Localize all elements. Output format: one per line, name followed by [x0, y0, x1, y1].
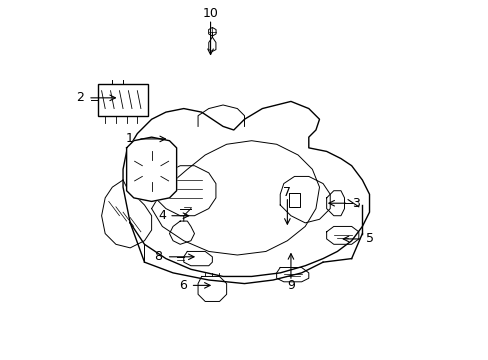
- Text: 2: 2: [76, 91, 83, 104]
- Text: 5: 5: [365, 233, 373, 246]
- Polygon shape: [126, 137, 176, 202]
- Polygon shape: [183, 251, 212, 266]
- Polygon shape: [326, 191, 344, 216]
- Polygon shape: [208, 27, 216, 36]
- Polygon shape: [276, 267, 308, 282]
- FancyBboxPatch shape: [98, 84, 148, 116]
- Polygon shape: [326, 226, 358, 244]
- Text: 6: 6: [179, 279, 187, 292]
- Text: 3: 3: [351, 197, 359, 210]
- Polygon shape: [208, 37, 216, 51]
- Text: 9: 9: [286, 279, 294, 292]
- Text: 10: 10: [202, 8, 218, 21]
- Polygon shape: [198, 276, 226, 301]
- Text: 1: 1: [125, 132, 134, 145]
- Polygon shape: [169, 221, 194, 244]
- Polygon shape: [288, 193, 299, 207]
- Text: 4: 4: [158, 209, 165, 222]
- Text: 7: 7: [283, 186, 291, 199]
- Text: 8: 8: [154, 250, 162, 263]
